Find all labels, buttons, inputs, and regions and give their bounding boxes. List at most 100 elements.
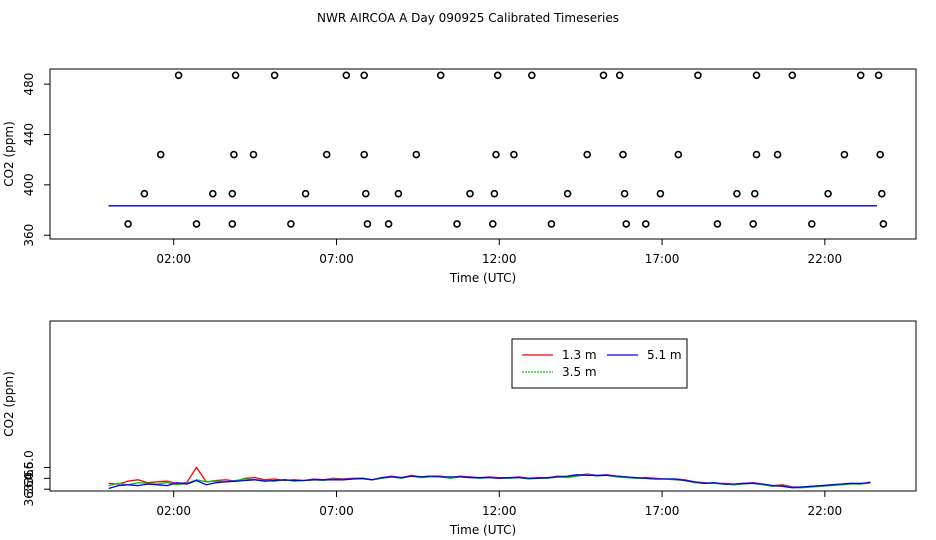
standard-point: [750, 189, 759, 198]
bottom-y-axis-label: CO2 (ppm): [2, 371, 16, 437]
standard-point: [301, 189, 310, 198]
standard-point: [773, 150, 782, 159]
standard-point: [156, 150, 165, 159]
top-x-tick-label: 17:00: [645, 252, 680, 266]
bottom-x-axis-label: Time (UTC): [449, 523, 516, 537]
bottom-y-tick-label: 364.5: [22, 461, 36, 495]
legend-label-1-3m: 1.3 m: [562, 348, 597, 362]
top-x-tick-label: 07:00: [319, 252, 354, 266]
standard-point: [674, 150, 683, 159]
bottom-series-line-5-1-m: [108, 474, 871, 490]
standard-point: [619, 150, 627, 159]
bottom-x-tick-label: 02:00: [156, 504, 191, 518]
bottom-y-tick-label: 363.0: [22, 472, 36, 506]
standard-point: [622, 220, 631, 228]
standard-point: [360, 71, 369, 80]
standard-point: [547, 220, 556, 228]
bottom-x-tick-label: 12:00: [482, 504, 517, 518]
standard-point: [749, 220, 758, 228]
standard-point: [412, 150, 421, 159]
standard-point: [856, 71, 865, 80]
standard-point: [270, 71, 279, 80]
standard-point: [361, 189, 370, 198]
standard-point: [879, 220, 888, 228]
bottom-plot-frame: [49, 320, 917, 492]
standard-point: [231, 71, 240, 80]
top-y-tick-label: 400: [22, 173, 36, 196]
top-x-tick-label: 22:00: [808, 252, 843, 266]
standard-point: [656, 189, 665, 198]
top-y-tick-label: 440: [22, 123, 36, 146]
standard-point: [788, 71, 797, 80]
standard-point: [583, 150, 592, 159]
legend: 1.3 m 5.1 m 3.5 m: [511, 338, 688, 389]
top-y-tick-label: 360: [22, 224, 36, 247]
standard-point: [874, 71, 883, 80]
standard-point: [230, 150, 238, 159]
top-x-tick-label: 12:00: [482, 252, 517, 266]
standard-point: [209, 189, 217, 198]
bottom-panel: 02:00 07:00 12:00 17:00 22:00 363.0364.5366.…: [2, 320, 917, 537]
standard-point: [876, 150, 885, 159]
standard-point: [615, 71, 624, 80]
standard-point: [490, 189, 499, 198]
standard-point: [713, 220, 722, 228]
standard-point: [563, 189, 572, 198]
standard-point: [322, 150, 331, 159]
bottom-series-lines: [108, 466, 871, 490]
top-y-axis-label: CO2 (ppm): [2, 121, 16, 187]
top-y-tick-label: 480: [22, 73, 36, 96]
standard-point: [527, 71, 536, 80]
standard-point: [733, 189, 741, 198]
legend-box: [511, 338, 688, 389]
bottom-x-tick-label: 07:00: [319, 504, 354, 518]
standard-point: [228, 220, 237, 228]
standard-point: [453, 220, 461, 228]
top-y-axis: 360 400 440 480: [22, 73, 50, 247]
top-standard-points: [124, 71, 888, 228]
top-panel: 02:00 07:00 12:00 17:00 22:00 360 400 440 480 T…: [2, 68, 917, 285]
top-plot-frame: [49, 68, 917, 240]
legend-label-5-1m: 5.1 m: [647, 348, 682, 362]
standard-point: [287, 220, 295, 228]
standard-point: [694, 71, 702, 80]
standard-point: [249, 150, 258, 159]
top-x-axis-label: Time (UTC): [449, 271, 516, 285]
standard-point: [384, 220, 393, 228]
standard-point: [466, 189, 474, 198]
standard-point: [493, 71, 502, 80]
standard-point: [488, 220, 497, 228]
standard-point: [394, 189, 403, 198]
standard-point: [510, 150, 518, 159]
top-x-axis: 02:00 07:00 12:00 17:00 22:00: [156, 239, 842, 266]
standard-point: [436, 71, 445, 80]
bottom-y-tick-label: 366.0: [22, 450, 36, 484]
standard-point: [124, 220, 132, 228]
bottom-x-tick-label: 22:00: [808, 504, 843, 518]
top-x-tick-label: 02:00: [156, 252, 191, 266]
standard-point: [492, 150, 500, 159]
bottom-x-tick-label: 17:00: [645, 504, 680, 518]
standard-point: [840, 150, 849, 159]
legend-label-3-5m: 3.5 m: [562, 365, 597, 379]
standard-point: [599, 71, 608, 80]
standard-point: [228, 189, 237, 198]
standard-point: [641, 220, 650, 228]
standard-point: [360, 150, 369, 159]
bottom-x-axis: 02:00 07:00 12:00 17:00 22:00: [156, 491, 842, 518]
standard-point: [620, 189, 629, 198]
standard-point: [342, 71, 351, 80]
standard-point: [824, 189, 832, 198]
standard-point: [192, 220, 201, 228]
standard-point: [807, 220, 816, 228]
standard-point: [752, 150, 761, 159]
figure-title: NWR AIRCOA A Day 090925 Calibrated Times…: [317, 11, 619, 25]
standard-point: [363, 220, 372, 228]
standard-point: [140, 189, 149, 198]
standard-point: [877, 189, 886, 198]
standard-point: [174, 71, 183, 80]
standard-point: [752, 71, 761, 80]
